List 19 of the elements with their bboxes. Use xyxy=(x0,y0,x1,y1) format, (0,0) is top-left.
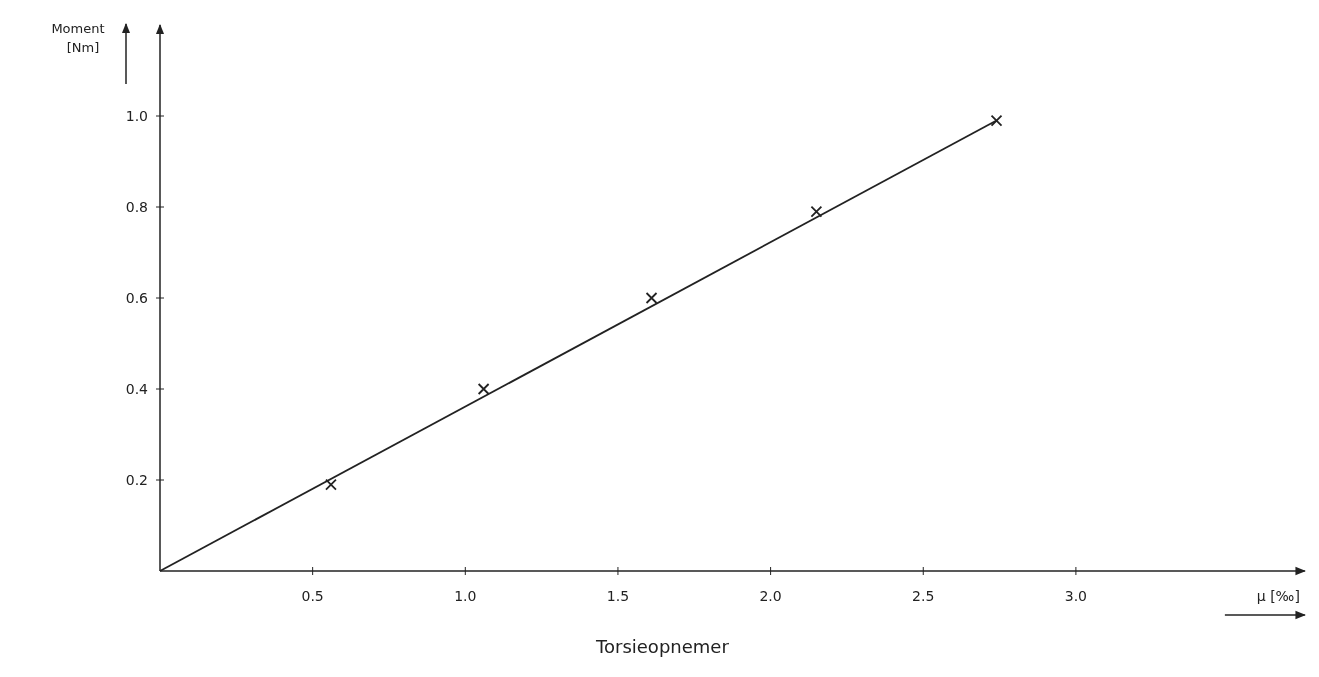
y-tick-label: 0.4 xyxy=(125,381,149,397)
point xyxy=(645,292,658,304)
y-tick-label: 0.6 xyxy=(125,290,149,306)
x-tick-label: 2.0 xyxy=(759,588,782,604)
text: Torsieopnemer xyxy=(595,636,730,657)
point xyxy=(477,383,490,395)
y-tick-label: 0.8 xyxy=(125,199,148,215)
x-tick-label: 3.0 xyxy=(1064,588,1088,604)
y-axis-title: Moment [Nm] xyxy=(51,21,105,55)
y-tick-label: 0.2 xyxy=(125,472,148,488)
y-tick-label: 1.0 xyxy=(125,108,148,124)
x-tick-label: 1.5 xyxy=(606,588,630,604)
point xyxy=(810,205,823,218)
point xyxy=(990,114,1003,127)
x-tick-label: 1.0 xyxy=(454,588,477,604)
x-tick-label: 0.5 xyxy=(301,588,324,604)
x-tick-label: 2.5 xyxy=(912,588,935,604)
x-axis-title: µ [‰] xyxy=(1256,588,1300,604)
point xyxy=(325,478,337,491)
